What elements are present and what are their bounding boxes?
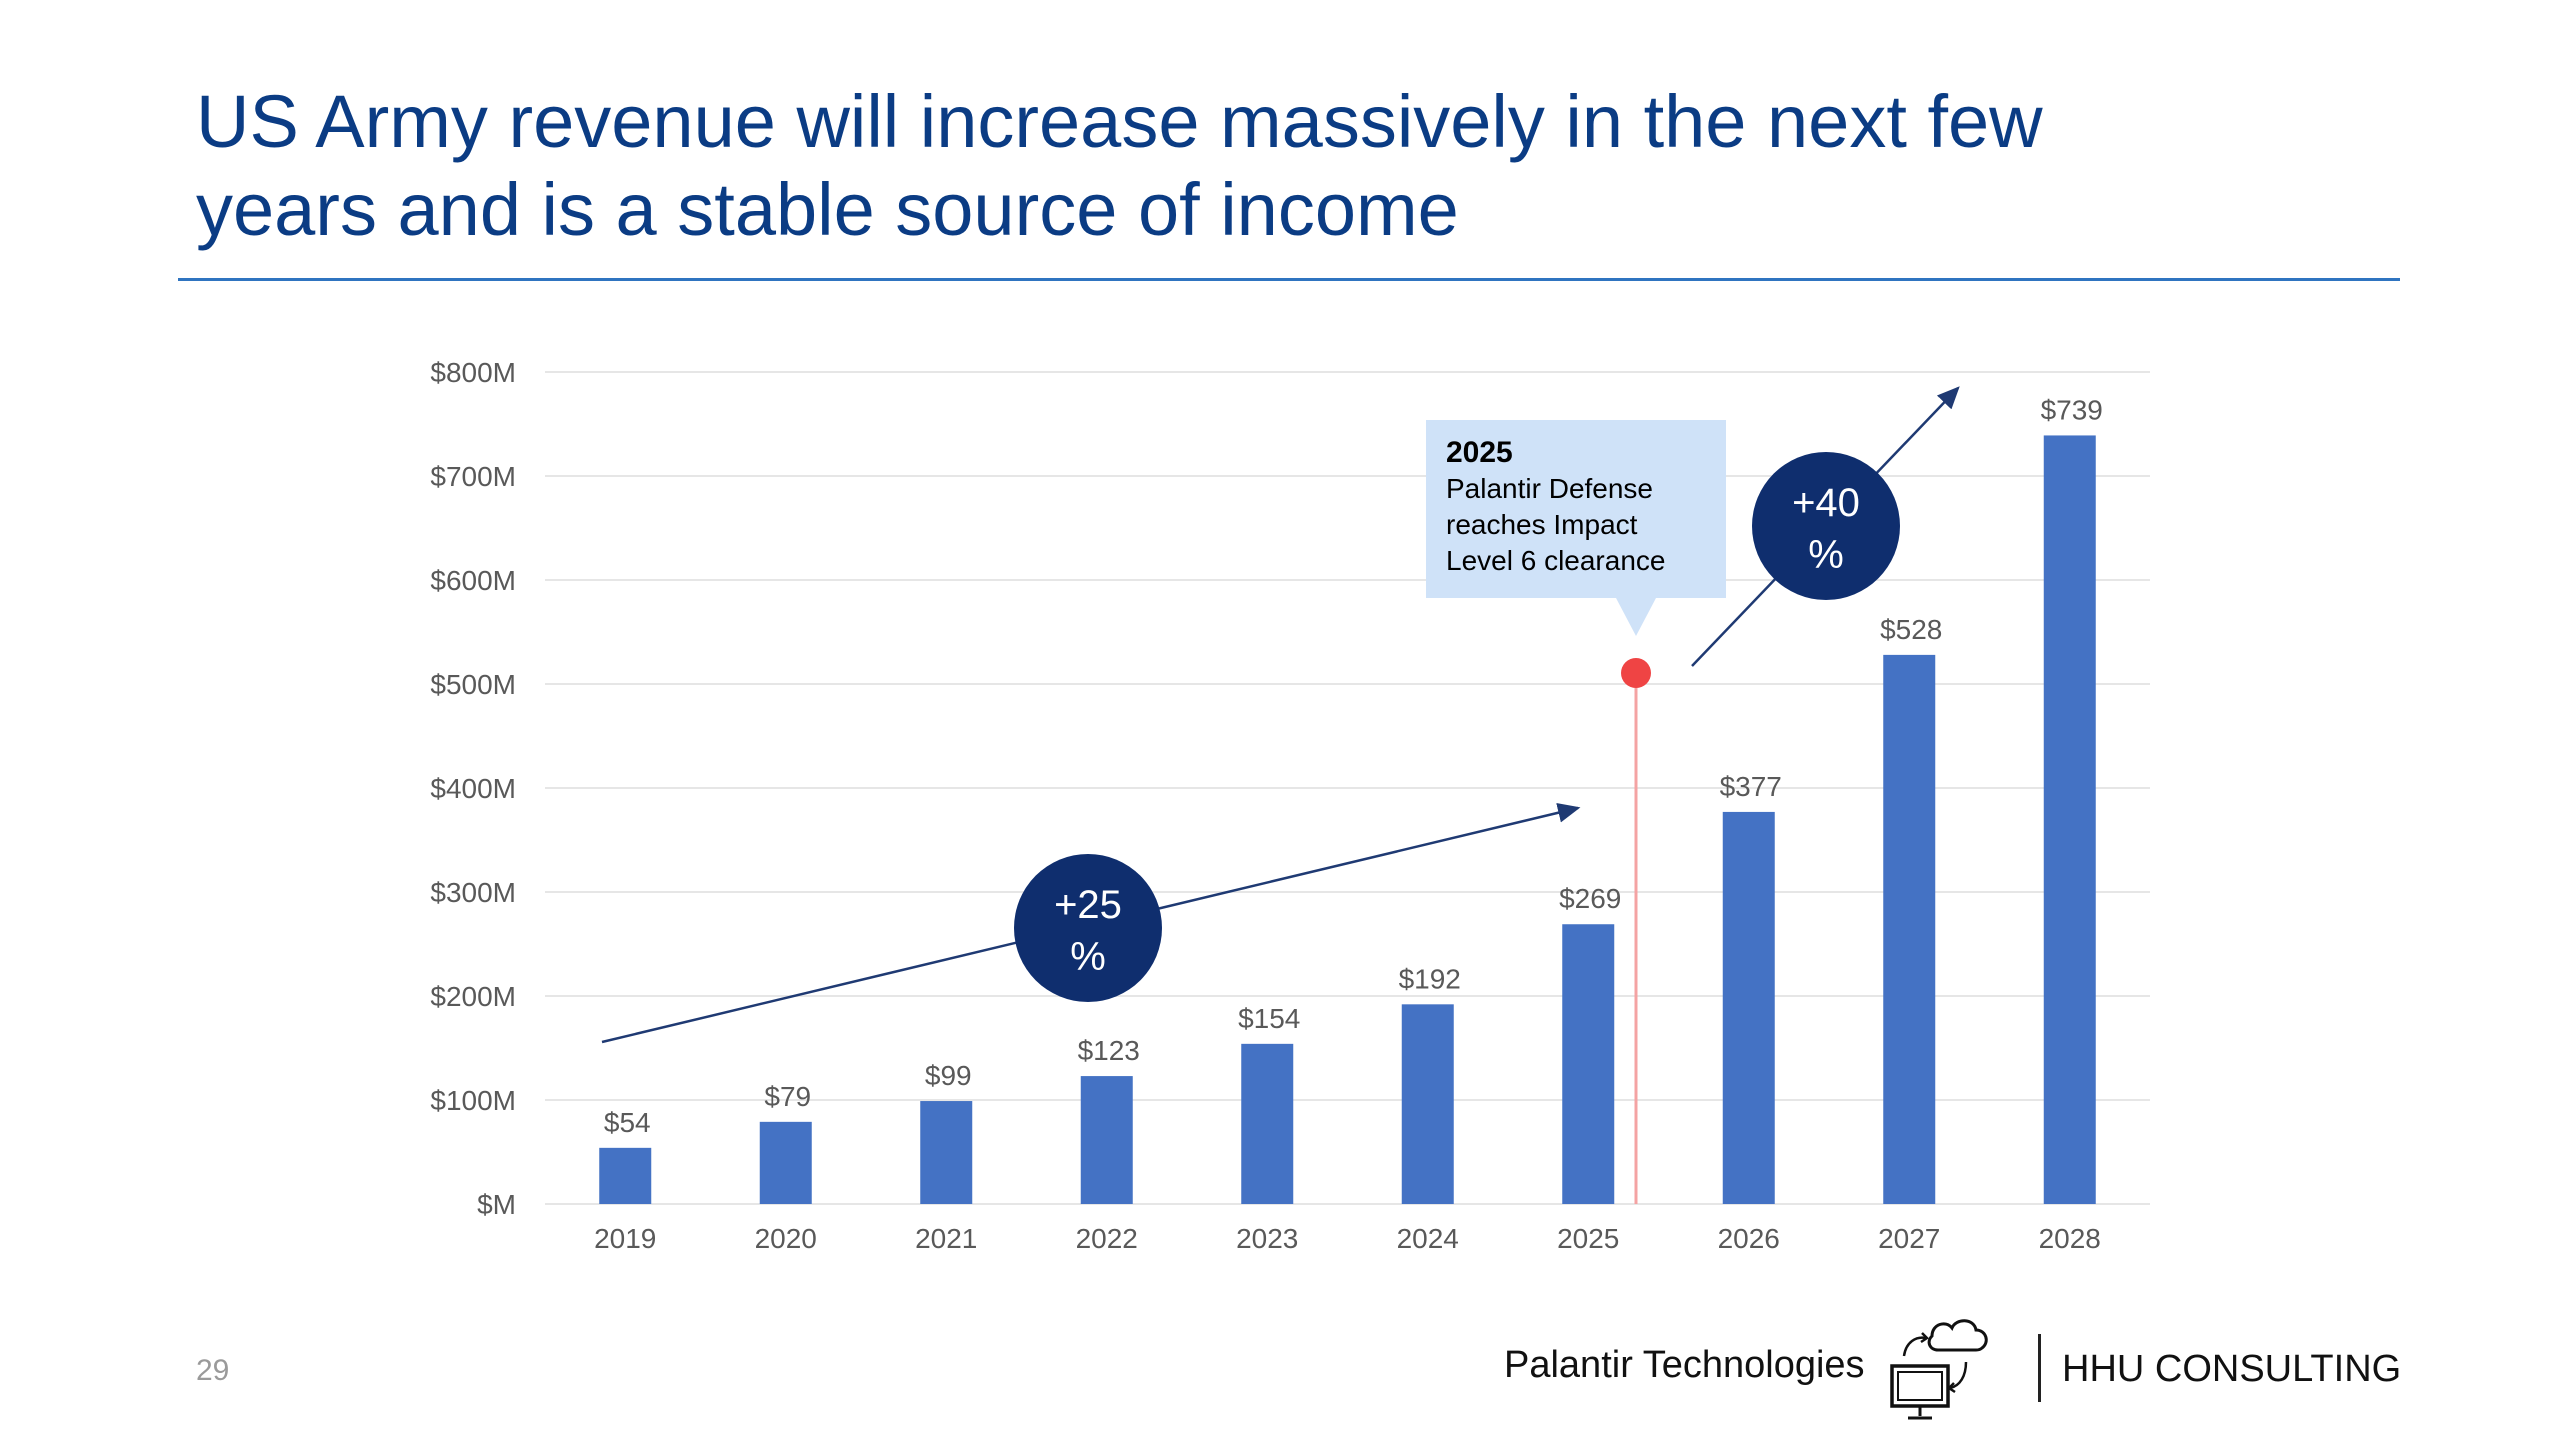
y-tick-label: $400M <box>430 773 516 804</box>
data-label: $269 <box>1559 883 1621 914</box>
title-line-1: US Army revenue will increase massively … <box>196 80 2043 163</box>
growth-badge-25: +25 % <box>1014 854 1162 1002</box>
bar-2026 <box>1722 811 1775 1204</box>
title-line-2: years and is a stable source of income <box>196 168 1459 251</box>
data-label: $123 <box>1078 1035 1140 1066</box>
x-tick-label: 2024 <box>1397 1223 1459 1254</box>
bar-2028 <box>2043 435 2096 1204</box>
x-tick-label: 2023 <box>1236 1223 1298 1254</box>
data-label: $377 <box>1720 771 1782 802</box>
data-label: $54 <box>604 1107 651 1138</box>
data-label: $739 <box>2041 394 2103 425</box>
growth-badge-40-percent: % <box>1808 533 1844 577</box>
callout-line-2: reaches Impact <box>1446 509 1638 540</box>
y-tick-label: $200M <box>430 981 516 1012</box>
x-tick-label: 2025 <box>1557 1223 1619 1254</box>
page-number: 29 <box>196 1354 230 1387</box>
bar-2020 <box>759 1121 812 1204</box>
callout-line-3: Level 6 clearance <box>1446 545 1665 576</box>
growth-badge-40-value: +40 <box>1792 481 1860 525</box>
y-tick-label: $800M <box>430 357 516 388</box>
callout-year: 2025 <box>1446 436 1513 469</box>
bar-2024 <box>1401 1004 1454 1204</box>
bar-2022 <box>1080 1076 1133 1204</box>
milestone-dot <box>1621 658 1651 688</box>
x-tick-label: 2019 <box>594 1223 656 1254</box>
cloud-computer-sync-icon <box>1890 1319 1988 1420</box>
data-label: $192 <box>1399 963 1461 994</box>
x-tick-label: 2020 <box>755 1223 817 1254</box>
footer-divider <box>2038 1334 2041 1402</box>
y-tick-label: $600M <box>430 565 516 596</box>
x-tick-label: 2026 <box>1718 1223 1780 1254</box>
data-label: $154 <box>1238 1003 1300 1034</box>
bar-2027 <box>1883 654 1936 1204</box>
x-tick-label: 2022 <box>1076 1223 1138 1254</box>
data-labels: $54 $79 $99 $123 $154 $192 $269 $377 $528 $739 <box>604 394 2103 1137</box>
bar-2021 <box>920 1101 973 1204</box>
footer-company-name: Palantir Technologies <box>1504 1344 1865 1386</box>
growth-badge-25-percent: % <box>1070 935 1106 979</box>
bars <box>599 435 2096 1204</box>
footer-brand: HHU CONSULTING <box>2062 1348 2402 1390</box>
milestone-callout: 2025 Palantir Defense reaches Impact Lev… <box>1426 420 1726 636</box>
x-tick-label: 2027 <box>1878 1223 1940 1254</box>
x-axis-ticks: 2019 2020 2021 2022 2023 2024 2025 2026 2027 2028 <box>594 1223 2101 1254</box>
y-tick-label: $300M <box>430 877 516 908</box>
gridlines <box>545 371 2150 1205</box>
y-tick-label: $100M <box>430 1085 516 1116</box>
growth-badge-25-value: +25 <box>1054 883 1122 927</box>
callout-line-1: Palantir Defense <box>1446 473 1653 504</box>
x-tick-label: 2028 <box>2039 1223 2101 1254</box>
revenue-bar-chart: $M $100M $200M $300M $400M $500M $600M $700M $80… <box>430 357 2150 1254</box>
bar-2019 <box>599 1147 652 1204</box>
y-axis-ticks: $M $100M $200M $300M $400M $500M $600M $700M $80… <box>430 357 516 1220</box>
growth-badge-40: +40 % <box>1752 452 1900 600</box>
data-label: $79 <box>764 1081 811 1112</box>
bar-2025 <box>1562 924 1615 1204</box>
title-underline <box>178 278 2400 281</box>
data-label: $99 <box>925 1060 972 1091</box>
bar-2023 <box>1241 1043 1294 1204</box>
y-tick-label: $M <box>477 1189 516 1220</box>
slide-title: US Army revenue will increase massively … <box>196 78 2396 254</box>
y-tick-label: $500M <box>430 669 516 700</box>
x-tick-label: 2021 <box>915 1223 977 1254</box>
y-tick-label: $700M <box>430 461 516 492</box>
data-label: $528 <box>1880 614 1942 645</box>
